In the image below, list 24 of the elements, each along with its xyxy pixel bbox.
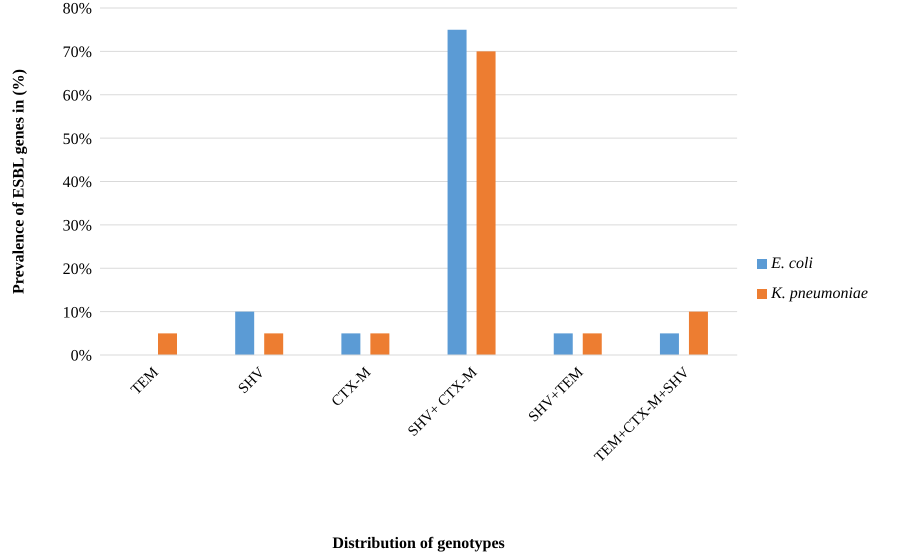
legend-label: K. pneumoniae [771, 285, 868, 302]
y-tick-label: 10% [62, 304, 92, 322]
y-tick-label: 60% [62, 87, 92, 104]
bar [264, 333, 284, 355]
bar [448, 30, 467, 355]
bar [660, 333, 679, 355]
y-tick-label: 50% [62, 130, 92, 148]
bar [554, 333, 573, 355]
y-tick-label: 80% [62, 0, 92, 18]
bar [370, 333, 390, 355]
y-axis-title: Prevalence of ESBL genes in (%) [10, 68, 28, 294]
bar [235, 312, 254, 355]
y-tick-label: 70% [62, 44, 92, 62]
y-tick-label: 30% [62, 218, 92, 235]
bar [476, 51, 496, 355]
y-tick-label: 40% [62, 174, 92, 192]
x-axis-title: Distribution of genotypes [332, 535, 505, 552]
bar [582, 333, 602, 355]
y-tick-label: 0% [70, 348, 92, 365]
bar [341, 333, 360, 355]
bar [688, 312, 708, 355]
y-tick-label: 20% [62, 260, 92, 278]
bar [158, 333, 177, 355]
legend-label: E. coli [771, 255, 813, 272]
